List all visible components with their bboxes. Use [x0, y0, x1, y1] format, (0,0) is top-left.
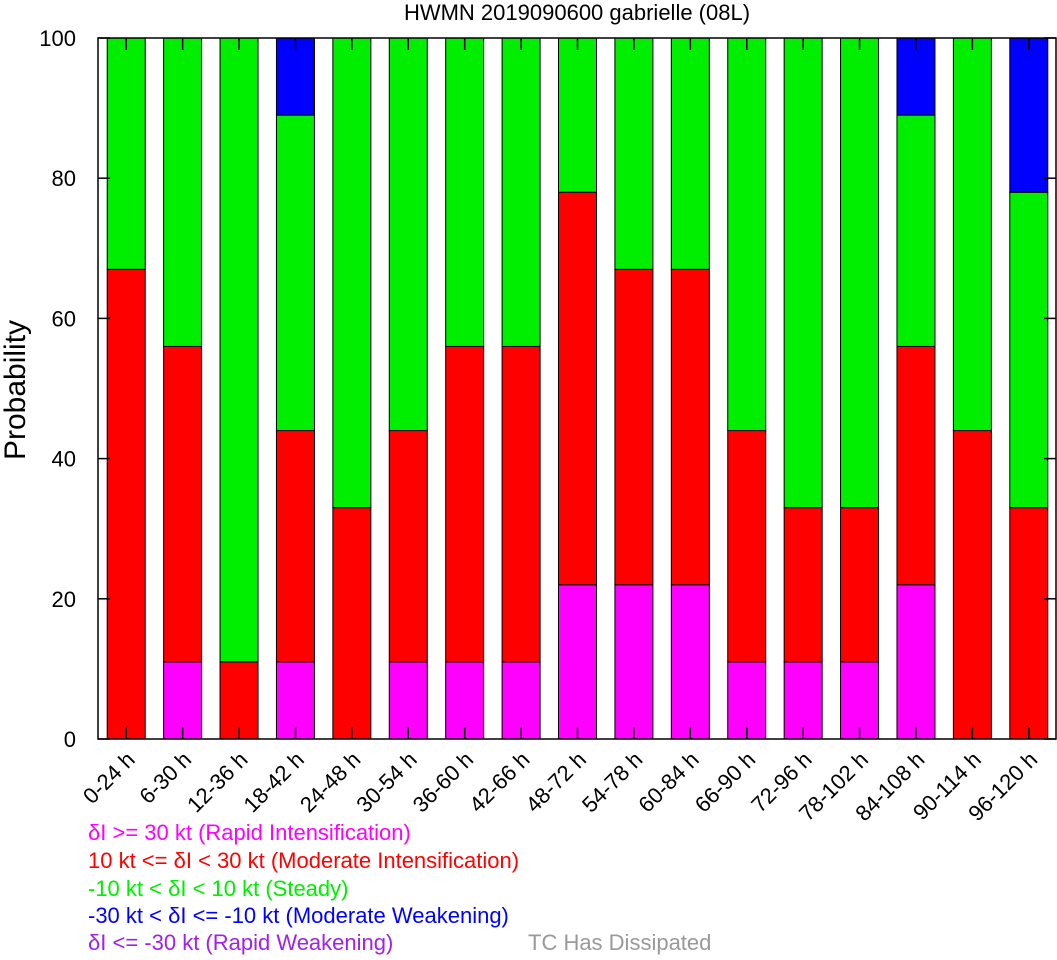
bar-segment-mi: [952, 430, 992, 740]
bar-segment-mi: [670, 268, 710, 586]
legend-moderate-intensification: 10 kt <= δI < 30 kt (Moderate Intensific…: [88, 848, 520, 873]
x-tick-label: 54-78 h: [577, 747, 647, 817]
legend-rapid-weakening: δI <= -30 kt (Rapid Weakening): [88, 930, 394, 955]
y-tick-label: 100: [39, 26, 76, 51]
chart: HWMN 2019090600 gabrielle (08L) Probabil…: [0, 0, 1057, 826]
bar-segment-st: [501, 37, 541, 347]
bar-segment-st: [275, 114, 315, 432]
bar-segment-mi: [896, 345, 936, 586]
bar-segment-ri: [558, 584, 597, 740]
x-tick-label: 60-84 h: [633, 747, 703, 817]
x-tick-label: 0-24 h: [78, 747, 140, 809]
bar-segment-st: [106, 37, 146, 270]
bar-segment-st: [445, 37, 485, 347]
x-tick-label: 66-90 h: [690, 747, 760, 817]
y-tick-label: 0: [64, 727, 76, 752]
bar-segment-ri: [727, 661, 767, 740]
legend-steady: -10 kt < δI < 10 kt (Steady): [88, 876, 349, 901]
bar-segment-mi: [163, 345, 203, 663]
bar-segment-mi: [558, 191, 597, 586]
bar-segment-ri: [896, 584, 936, 740]
y-tick-label: 80: [52, 166, 76, 191]
bar-segment-st: [1009, 191, 1049, 509]
bar-segment-mi: [106, 268, 146, 740]
bar-segment-st: [727, 37, 767, 432]
bar-segment-st: [840, 37, 880, 509]
bar-segment-st: [219, 37, 259, 663]
legend-dissipated: TC Has Dissipated: [528, 930, 712, 955]
bar-segment-st: [614, 37, 654, 270]
x-tick-label: 48-72 h: [521, 747, 591, 817]
bar-segment-mi: [783, 507, 823, 663]
legend-rapid-intensification: δI >= 30 kt (Rapid Intensification): [88, 820, 411, 845]
bar-segment-mi: [332, 507, 372, 740]
bar-segment-ri: [614, 584, 654, 740]
bar-segment-st: [388, 37, 428, 432]
bar-segment-st: [163, 37, 203, 347]
y-tick-label: 20: [52, 587, 76, 612]
bar-segment-mi: [445, 345, 485, 663]
x-tick-label: 12-36 h: [182, 747, 252, 817]
bar-segment-st: [332, 37, 372, 509]
bar-segment-ri: [840, 661, 880, 740]
bar-segment-mi: [275, 430, 315, 663]
bar-segment-mi: [388, 430, 428, 663]
bar-segment-ri: [670, 584, 710, 740]
bar-segment-mi: [614, 268, 654, 586]
bar-segment-ri: [445, 661, 485, 740]
x-tick-label: 24-48 h: [295, 747, 365, 817]
bar-segment-st: [952, 37, 992, 432]
chart-title: HWMN 2019090600 gabrielle (08L): [404, 0, 750, 25]
bar-segment-mw: [1009, 37, 1049, 193]
y-tick-label: 40: [52, 447, 76, 472]
bar-segment-st: [670, 37, 710, 270]
bar-segment-mi: [1009, 507, 1049, 740]
bar-segment-mi: [219, 661, 259, 740]
bar-segment-st: [558, 37, 597, 193]
bar-segment-mi: [727, 430, 767, 663]
bar-segment-st: [783, 37, 823, 509]
legend-moderate-weakening: -30 kt < δI <= -10 kt (Moderate Weakenin…: [88, 903, 509, 928]
x-tick-label: 18-42 h: [239, 747, 309, 817]
bar-segment-ri: [163, 661, 203, 740]
y-tick-label: 60: [52, 306, 76, 331]
x-tick-label: 42-66 h: [464, 747, 534, 817]
bar-segment-mi: [840, 507, 880, 663]
bar-segment-st: [896, 114, 936, 347]
y-axis-label: Probability: [0, 320, 32, 460]
bar-segment-mw: [896, 37, 936, 116]
bars-group: [106, 37, 1049, 740]
bar-segment-mi: [501, 345, 541, 663]
x-tick-label: 30-54 h: [351, 747, 421, 817]
bar-segment-mw: [275, 37, 315, 116]
x-tick-label: 36-60 h: [408, 747, 478, 817]
